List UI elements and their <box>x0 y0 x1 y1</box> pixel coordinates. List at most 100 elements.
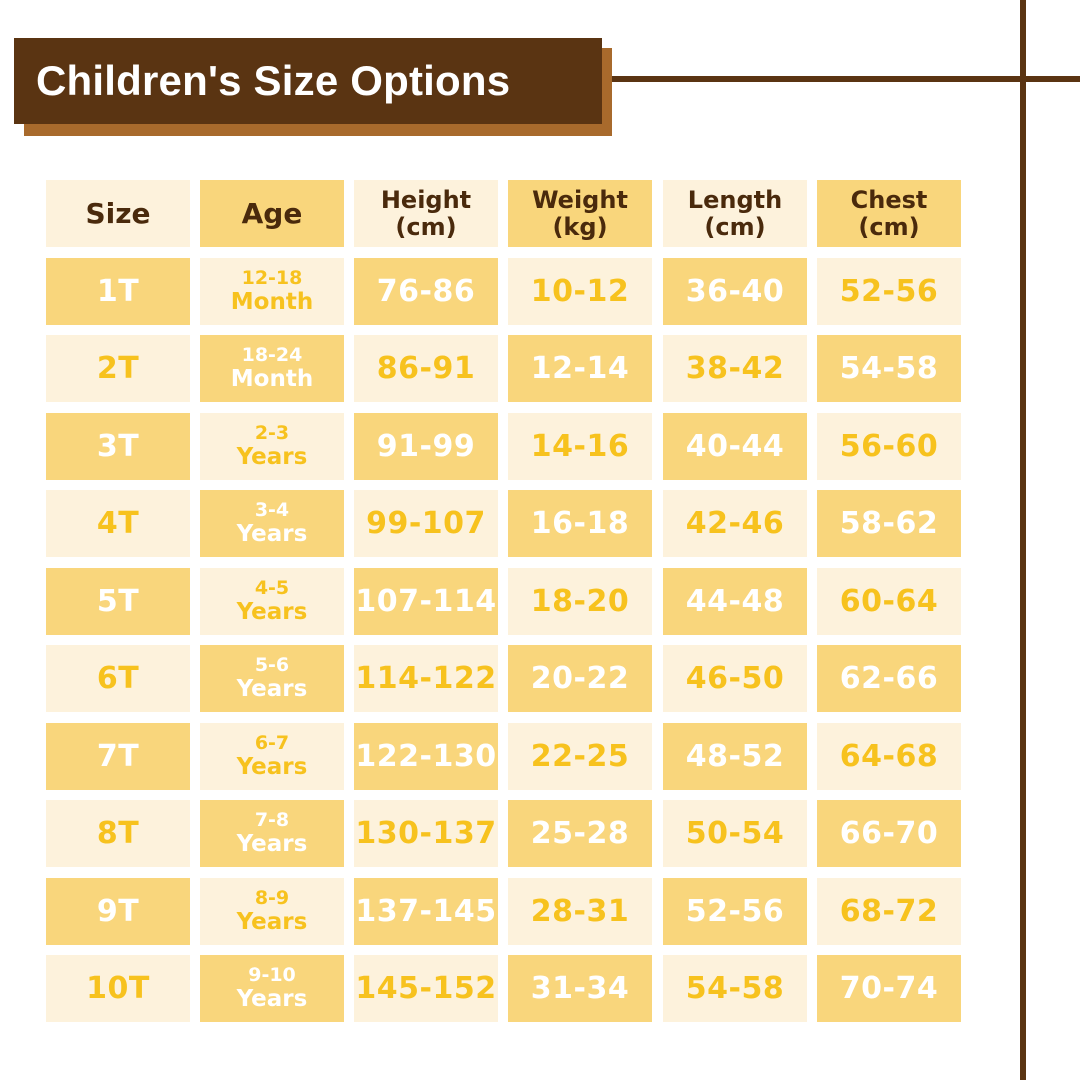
age-unit: Years <box>236 754 308 780</box>
header-weight: Weight (kg) <box>508 180 652 247</box>
cell-age: 9-10 Years <box>200 955 344 1022</box>
cell-age: 5-6 Years <box>200 645 344 712</box>
cell-size: 8T <box>46 800 190 867</box>
cell-length: 48-52 <box>663 723 807 790</box>
cell-weight: 16-18 <box>508 490 652 557</box>
header-size-label: Size <box>85 197 151 230</box>
header-length: Length (cm) <box>663 180 807 247</box>
cell-length: 54-58 <box>663 955 807 1022</box>
age-range: 8-9 <box>254 887 290 909</box>
header-age-label: Age <box>241 197 303 230</box>
cell-weight: 18-20 <box>508 568 652 635</box>
age-unit: Years <box>236 676 308 702</box>
age-range: 2-3 <box>254 422 290 444</box>
cell-height: 86-91 <box>354 335 498 402</box>
cell-height: 137-145 <box>354 878 498 945</box>
age-range: 7-8 <box>254 809 290 831</box>
header-length-label: Length <box>687 185 783 214</box>
cell-size: 9T <box>46 878 190 945</box>
decorative-vertical-line <box>1020 0 1026 1080</box>
cell-weight: 10-12 <box>508 258 652 325</box>
age-unit: Years <box>236 521 308 547</box>
header-size: Size <box>46 180 190 247</box>
cell-height: 99-107 <box>354 490 498 557</box>
age-range: 18-24 <box>241 344 303 366</box>
cell-height: 122-130 <box>354 723 498 790</box>
header-length-unit: (cm) <box>704 212 766 241</box>
cell-chest: 52-56 <box>817 258 961 325</box>
header-chest: Chest (cm) <box>817 180 961 247</box>
cell-age: 3-4 Years <box>200 490 344 557</box>
cell-size: 5T <box>46 568 190 635</box>
cell-size: 7T <box>46 723 190 790</box>
cell-length: 36-40 <box>663 258 807 325</box>
cell-chest: 70-74 <box>817 955 961 1022</box>
cell-age: 6-7 Years <box>200 723 344 790</box>
age-range: 9-10 <box>248 964 296 986</box>
cell-height: 91-99 <box>354 413 498 480</box>
cell-length: 50-54 <box>663 800 807 867</box>
cell-age: 12-18 Month <box>200 258 344 325</box>
cell-chest: 66-70 <box>817 800 961 867</box>
age-range: 5-6 <box>254 654 290 676</box>
cell-age: 7-8 Years <box>200 800 344 867</box>
cell-chest: 54-58 <box>817 335 961 402</box>
decorative-horizontal-line <box>612 76 1080 82</box>
cell-size: 10T <box>46 955 190 1022</box>
cell-chest: 64-68 <box>817 723 961 790</box>
cell-weight: 31-34 <box>508 955 652 1022</box>
cell-weight: 25-28 <box>508 800 652 867</box>
cell-length: 42-46 <box>663 490 807 557</box>
cell-age: 8-9 Years <box>200 878 344 945</box>
header-height-unit: (cm) <box>395 212 457 241</box>
header-chest-unit: (cm) <box>858 212 920 241</box>
cell-size: 6T <box>46 645 190 712</box>
cell-weight: 28-31 <box>508 878 652 945</box>
cell-height: 130-137 <box>354 800 498 867</box>
cell-chest: 62-66 <box>817 645 961 712</box>
age-range: 4-5 <box>254 577 290 599</box>
cell-age: 4-5 Years <box>200 568 344 635</box>
age-unit: Years <box>236 599 308 625</box>
cell-height: 107-114 <box>354 568 498 635</box>
page-title: Children's Size Options <box>36 57 511 104</box>
age-range: 12-18 <box>241 267 303 289</box>
age-unit: Month <box>230 366 314 392</box>
cell-length: 44-48 <box>663 568 807 635</box>
header-weight-label: Weight <box>532 185 628 214</box>
cell-height: 76-86 <box>354 258 498 325</box>
cell-length: 40-44 <box>663 413 807 480</box>
header-height-label: Height <box>380 185 472 214</box>
cell-size: 1T <box>46 258 190 325</box>
cell-height: 114-122 <box>354 645 498 712</box>
cell-length: 52-56 <box>663 878 807 945</box>
cell-size: 4T <box>46 490 190 557</box>
cell-height: 145-152 <box>354 955 498 1022</box>
age-unit: Years <box>236 831 308 857</box>
cell-weight: 12-14 <box>508 335 652 402</box>
cell-chest: 56-60 <box>817 413 961 480</box>
cell-weight: 14-16 <box>508 413 652 480</box>
cell-weight: 20-22 <box>508 645 652 712</box>
cell-length: 38-42 <box>663 335 807 402</box>
cell-size: 3T <box>46 413 190 480</box>
header-chest-label: Chest <box>850 185 928 214</box>
cell-length: 46-50 <box>663 645 807 712</box>
cell-chest: 68-72 <box>817 878 961 945</box>
cell-size: 2T <box>46 335 190 402</box>
cell-age: 18-24 Month <box>200 335 344 402</box>
age-range: 3-4 <box>254 499 290 521</box>
header-weight-unit: (kg) <box>552 212 608 241</box>
cell-age: 2-3 Years <box>200 413 344 480</box>
age-unit: Years <box>236 444 308 470</box>
age-unit: Years <box>236 986 308 1012</box>
title-banner: Children's Size Options <box>14 38 602 124</box>
header-height: Height (cm) <box>354 180 498 247</box>
cell-chest: 58-62 <box>817 490 961 557</box>
age-unit: Month <box>230 289 314 315</box>
age-range: 6-7 <box>254 732 290 754</box>
cell-weight: 22-25 <box>508 723 652 790</box>
cell-chest: 60-64 <box>817 568 961 635</box>
age-unit: Years <box>236 909 308 935</box>
header-age: Age <box>200 180 344 247</box>
